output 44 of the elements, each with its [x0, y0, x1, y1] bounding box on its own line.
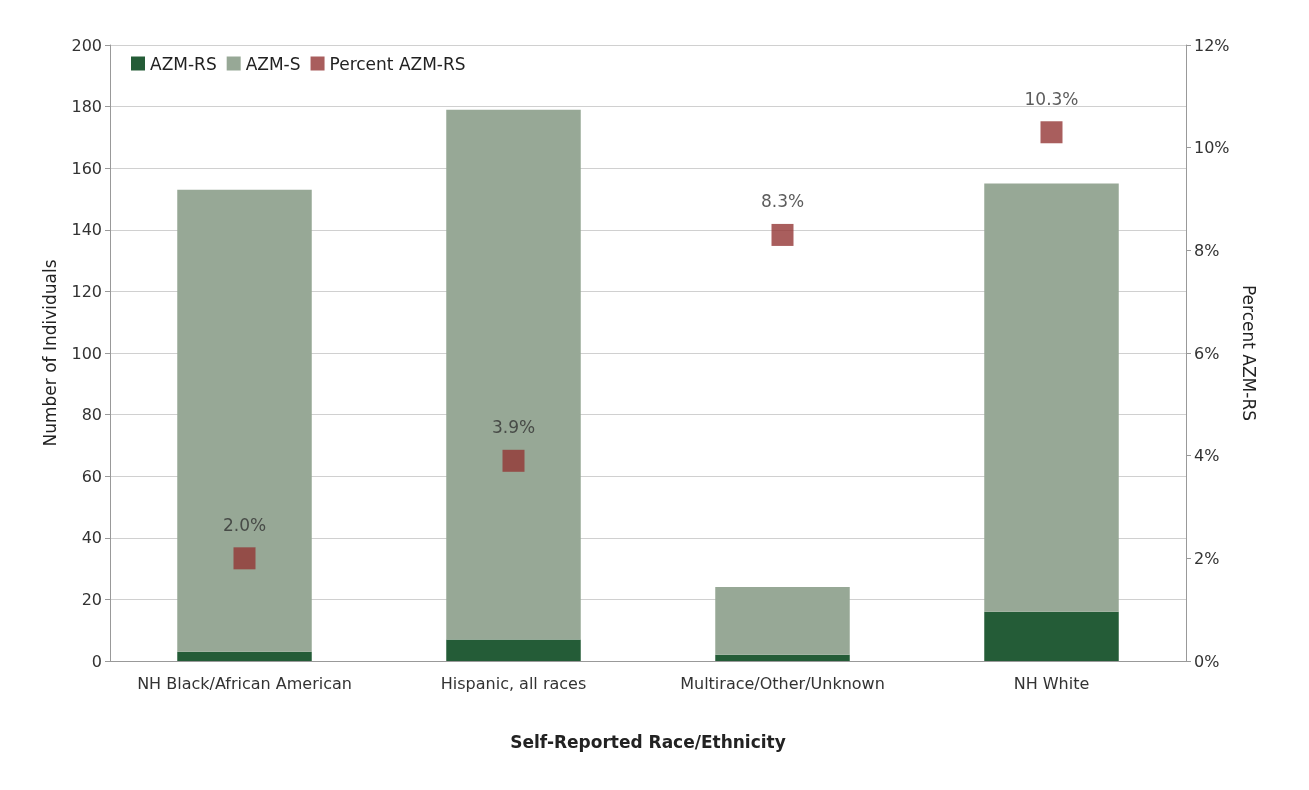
- legend-label: AZM-S: [245, 53, 301, 74]
- x-axis-title: Self-Reported Race/Ethnicity: [510, 731, 786, 752]
- x-tick-label: Hispanic, all races: [440, 673, 587, 693]
- y-tick-label: 180: [71, 97, 102, 117]
- y-tick-label: 60: [81, 466, 102, 486]
- bar: [715, 587, 850, 655]
- x-tick-label: NH White: [1013, 673, 1090, 693]
- y-tick-label: 100: [71, 343, 102, 363]
- y2-tick-label: 4%: [1194, 446, 1220, 466]
- y-tick-label: 80: [81, 405, 102, 425]
- data-label: 8.3%: [760, 191, 805, 212]
- y-axis-title: Number of Individuals: [39, 259, 60, 447]
- y2-axis-title: Percent AZM-RS: [1238, 284, 1259, 422]
- x-tick-label: NH Black/African American: [137, 673, 352, 693]
- bar: [177, 651, 312, 661]
- y2-tick-label: 10%: [1194, 138, 1230, 158]
- point: [502, 449, 525, 472]
- y-tick-label: 0: [91, 651, 102, 671]
- y-tick-label: 120: [71, 281, 102, 301]
- bar: [446, 639, 581, 661]
- y2-tick-label: 6%: [1194, 343, 1220, 363]
- y2-tick-label: 2%: [1194, 548, 1220, 568]
- y-tick-label: 40: [81, 528, 102, 548]
- y2-tick-label: 0%: [1194, 651, 1220, 671]
- legend-label: Percent AZM-RS: [329, 53, 466, 74]
- data-label: 2.0%: [222, 514, 267, 535]
- bar: [446, 109, 581, 640]
- bar: [715, 654, 850, 661]
- y-tick-label: 200: [71, 35, 102, 55]
- x-tick-label: Multirace/Other/Unknown: [680, 673, 885, 693]
- y2-tick-label: 8%: [1194, 240, 1220, 260]
- bar: [984, 611, 1119, 661]
- bar: [177, 189, 312, 652]
- bar: [984, 183, 1119, 612]
- legend-label: AZM-RS: [150, 53, 217, 74]
- point: [771, 223, 794, 246]
- y-tick-label: 140: [71, 220, 102, 240]
- y-tick-label: 20: [81, 589, 102, 609]
- data-label: 10.3%: [1024, 88, 1079, 109]
- data-label: 3.9%: [491, 417, 536, 438]
- y2-tick-label: 12%: [1194, 35, 1230, 55]
- y-tick-label: 160: [71, 158, 102, 178]
- point: [1040, 121, 1063, 144]
- point: [233, 547, 256, 570]
